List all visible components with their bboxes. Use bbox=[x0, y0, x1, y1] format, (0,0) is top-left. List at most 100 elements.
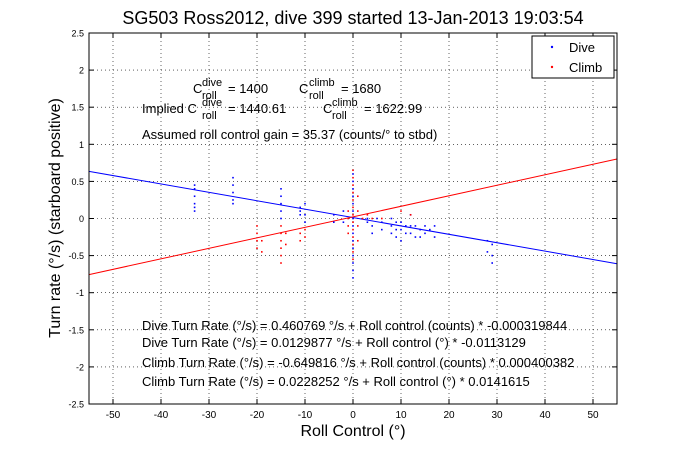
climb-counts-equation: Climb Turn Rate (°/s) = -0.649816 °/s + … bbox=[142, 355, 574, 370]
x-axis-label: Roll Control (°) bbox=[300, 423, 405, 440]
dive-point bbox=[491, 254, 493, 257]
climb-point bbox=[352, 199, 354, 201]
dive-point bbox=[419, 236, 421, 238]
legend-climb-marker bbox=[550, 65, 554, 69]
implied-dive-sup: dive bbox=[202, 97, 222, 109]
dive-point bbox=[390, 232, 393, 235]
dive-point bbox=[486, 251, 489, 253]
climb-point bbox=[347, 210, 349, 212]
dive-point bbox=[193, 202, 196, 205]
climb-point bbox=[352, 228, 354, 231]
c-climb-value: = 1680 bbox=[341, 81, 381, 96]
dive-point bbox=[352, 195, 354, 198]
c-climb-sub: roll bbox=[309, 90, 324, 102]
dive-point bbox=[304, 221, 306, 224]
dive-point bbox=[333, 221, 335, 224]
implied-dive-value: = 1440.61 bbox=[228, 101, 286, 116]
dive-point bbox=[400, 221, 402, 224]
x-tick-label: 40 bbox=[539, 410, 551, 421]
dive-point bbox=[390, 225, 393, 227]
c-dive-label: C bbox=[193, 81, 202, 96]
y-tick-label: -1.5 bbox=[68, 325, 84, 335]
dive-point bbox=[352, 188, 354, 190]
dive-point bbox=[400, 239, 402, 242]
dive-point bbox=[352, 247, 354, 249]
y-tick-label: 1 bbox=[79, 140, 84, 150]
dive-point bbox=[352, 232, 354, 235]
dive-point bbox=[371, 232, 373, 235]
dive-point bbox=[433, 236, 436, 238]
climb-point bbox=[280, 254, 282, 257]
legend-box bbox=[531, 35, 615, 79]
climb-point bbox=[280, 225, 282, 227]
legend-dive-label: Dive bbox=[569, 40, 595, 55]
climb-point bbox=[357, 195, 359, 198]
dive-point bbox=[390, 217, 393, 220]
dive-point bbox=[280, 217, 282, 220]
dive-point bbox=[304, 202, 306, 205]
y-axis-label: Turn rate (°/s) (starboard positive) bbox=[47, 98, 64, 338]
y-tick-label: -0.5 bbox=[68, 251, 84, 261]
dive-point bbox=[395, 236, 397, 238]
climb-point bbox=[381, 217, 383, 220]
dive-point bbox=[409, 225, 412, 227]
x-tick-label: -10 bbox=[298, 410, 313, 421]
dive-point bbox=[491, 262, 493, 264]
dive-point bbox=[376, 217, 378, 220]
chart-title: SG503 Ross2012, dive 399 started 13-Jan-… bbox=[122, 8, 583, 28]
x-tick-label: 0 bbox=[350, 410, 356, 421]
dive-point bbox=[299, 210, 301, 212]
implied-climb-sup: climb bbox=[332, 97, 358, 109]
climb-point bbox=[261, 239, 263, 242]
dive-point bbox=[366, 221, 369, 224]
implied-climb-sub: roll bbox=[332, 110, 347, 122]
y-tick-label: 2 bbox=[79, 66, 84, 76]
climb-point bbox=[304, 236, 306, 238]
climb-point bbox=[352, 206, 354, 209]
dive-point bbox=[280, 195, 282, 198]
dive-point bbox=[424, 232, 426, 235]
climb-point bbox=[352, 221, 354, 224]
climb-point bbox=[352, 169, 354, 172]
climb-point bbox=[347, 232, 349, 235]
y-tick-label: 1.5 bbox=[71, 103, 84, 113]
climb-point bbox=[352, 176, 354, 179]
x-tick-label: -20 bbox=[250, 410, 265, 421]
implied-climb-value: = 1622.99 bbox=[364, 101, 422, 116]
dive-point bbox=[342, 221, 345, 224]
dive-point bbox=[433, 225, 436, 227]
y-tick-label: -2.5 bbox=[68, 400, 84, 410]
climb-point bbox=[280, 247, 282, 249]
roll-center-annotations: C dive roll = 1400 C climb roll = 1680 I… bbox=[142, 77, 437, 142]
legend-dive-marker bbox=[550, 45, 554, 49]
dive-point bbox=[381, 228, 383, 231]
x-tick-label: 20 bbox=[443, 410, 455, 421]
climb-point bbox=[299, 239, 301, 242]
y-tick-label: 0.5 bbox=[71, 177, 84, 187]
climb-point bbox=[352, 251, 354, 253]
dive-point bbox=[299, 206, 301, 209]
assumed-gain-text: Assumed roll control gain = 35.37 (count… bbox=[142, 127, 437, 142]
fit-lines bbox=[88, 158, 618, 276]
implied-prefix: Implied C bbox=[142, 101, 197, 116]
dive-point bbox=[371, 225, 373, 227]
legend: Dive Climb bbox=[531, 35, 615, 79]
dive-point bbox=[491, 243, 493, 246]
dive-point bbox=[352, 262, 354, 264]
climb-point bbox=[357, 210, 359, 212]
climb-point bbox=[352, 243, 354, 246]
climb-point bbox=[352, 236, 354, 238]
dive-point bbox=[299, 213, 301, 216]
climb-point bbox=[400, 210, 402, 212]
data-points bbox=[193, 169, 493, 279]
dive-point bbox=[352, 173, 354, 175]
axis-ticks: -50 -40 -30 -20 -10 0 10 20 30 40 50 2.5 2 1.5 1 0.5 0 -0… bbox=[68, 29, 617, 421]
dive-point bbox=[352, 225, 354, 227]
c-dive-sup: dive bbox=[202, 77, 222, 89]
x-tick-label: -30 bbox=[202, 410, 217, 421]
dive-counts-equation: Dive Turn Rate (°/s) = 0.460769 °/s + Ro… bbox=[142, 318, 567, 333]
dive-point bbox=[304, 213, 306, 216]
dive-point bbox=[429, 228, 431, 231]
climb-point bbox=[256, 232, 258, 235]
